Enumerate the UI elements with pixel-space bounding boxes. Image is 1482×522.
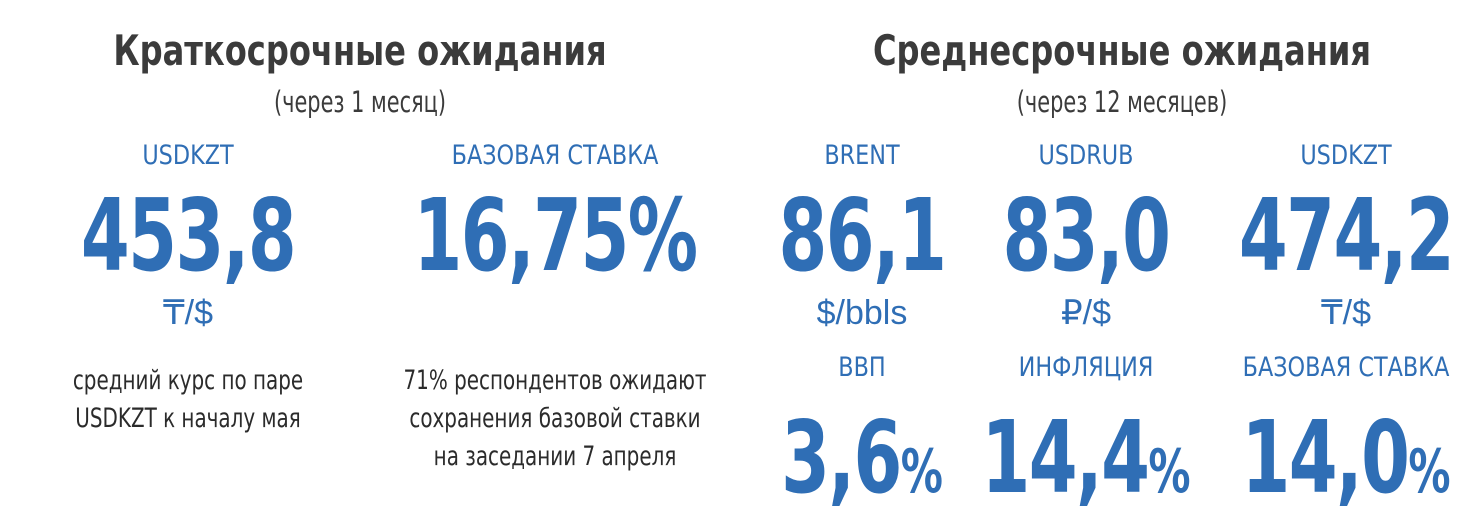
note-line: сохранения базовой ставки: [409, 403, 701, 434]
indicator-value: 14,4%: [981, 408, 1190, 508]
indicator-label: БАЗОВАЯ СТАВКА: [451, 140, 659, 171]
section-title: Краткосрочные ожидания: [113, 26, 607, 75]
indicator-value: 3,6%: [781, 408, 943, 508]
indicator-unit: $/bbls: [816, 294, 908, 332]
value-number: 3,6: [781, 399, 902, 516]
indicator-value: 83,0: [1002, 177, 1171, 294]
indicator-value: 16,75%: [413, 177, 698, 294]
note-line: средний курс по паре: [72, 365, 304, 396]
indicator-unit: ₽/$: [1061, 294, 1111, 332]
indicator-value: 86,1: [778, 177, 947, 294]
indicator-label: USDRUB: [1038, 140, 1134, 171]
indicator-label: ИНФЛЯЦИЯ: [1018, 352, 1154, 383]
section-title: Среднесрочные ожидания: [872, 26, 1372, 75]
indicator-label: USDKZT: [1300, 140, 1392, 171]
indicator-label: БАЗОВАЯ СТАВКА: [1242, 352, 1450, 383]
value-unit: %: [1148, 437, 1191, 507]
note-line: на заседании 7 апреля: [433, 441, 677, 472]
indicator-note: 71% респондентов ожидают сохранения базо…: [403, 362, 706, 476]
indicator-unit: ₸/$: [1321, 294, 1371, 332]
indicator-unit: ₸/$: [163, 294, 213, 332]
note-line: USDKZT к началу мая: [75, 403, 301, 434]
indicator-label: USDKZT: [142, 140, 234, 171]
note-line: 71% респондентов ожидают: [403, 365, 707, 396]
indicator-value: 474,2: [1238, 177, 1455, 294]
indicator-label: ВВП: [838, 352, 886, 383]
value-number: 14,0: [1241, 399, 1409, 516]
indicator-note: средний курс по паре USDKZT к началу мая: [73, 362, 303, 438]
value-unit: %: [900, 437, 943, 507]
indicator-value: 453,8: [80, 177, 297, 294]
indicator-label: BRENT: [824, 140, 900, 171]
section-subtitle: (через 1 месяц): [273, 85, 447, 119]
section-subtitle: (через 12 месяцев): [1016, 85, 1228, 119]
indicator-value: 14,0%: [1241, 408, 1450, 508]
value-number: 14,4: [981, 399, 1149, 516]
value-unit: %: [1408, 437, 1451, 507]
